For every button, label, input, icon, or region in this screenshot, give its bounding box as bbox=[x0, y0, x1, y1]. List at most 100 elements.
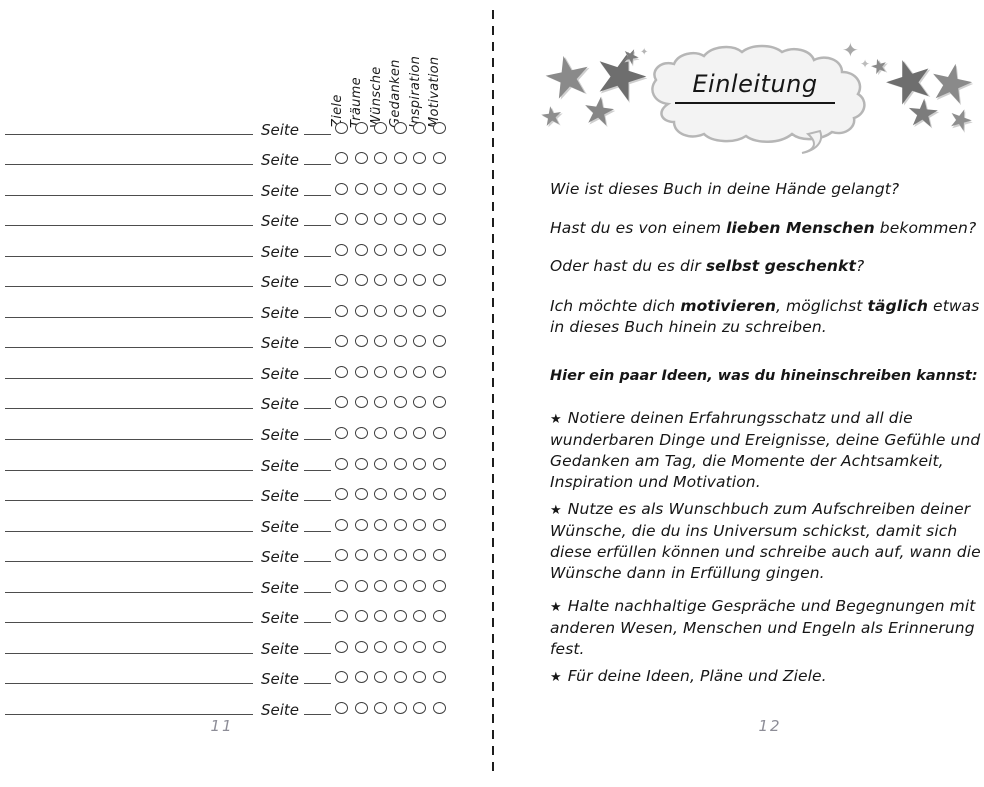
category-circle bbox=[354, 701, 368, 714]
category-circle bbox=[413, 579, 427, 592]
category-circle bbox=[413, 701, 427, 714]
category-circle bbox=[432, 427, 446, 440]
category-circle bbox=[413, 304, 427, 317]
category-circle bbox=[335, 304, 349, 317]
index-row: Seite bbox=[0, 287, 460, 322]
category-circle bbox=[354, 121, 368, 134]
category-circles bbox=[335, 671, 446, 684]
category-circles bbox=[335, 274, 446, 287]
category-circle bbox=[393, 701, 407, 714]
index-row: Seite bbox=[0, 440, 460, 475]
idea-bullet: ★ Für deine Ideen, Pläne und Ziele. bbox=[550, 666, 984, 688]
intro-paragraph: Oder hast du es dir selbst geschenkt? bbox=[550, 256, 984, 277]
page-number-blank bbox=[304, 286, 332, 288]
star-bullet-icon: ★ bbox=[550, 502, 562, 518]
category-circle bbox=[432, 274, 446, 287]
category-circle bbox=[432, 213, 446, 226]
category-circle bbox=[374, 274, 388, 287]
category-circle bbox=[413, 274, 427, 287]
idea-bullet: ★ Notiere deinen Erfahrungsschatz und all… bbox=[550, 408, 984, 493]
page-number-blank bbox=[304, 225, 332, 227]
category-circle bbox=[374, 213, 388, 226]
page-number-blank bbox=[304, 561, 332, 563]
seite-label: Seite bbox=[261, 364, 300, 383]
category-circles bbox=[335, 335, 446, 348]
page-number-blank bbox=[304, 133, 332, 135]
category-circle bbox=[374, 243, 388, 256]
index-row: Seite bbox=[0, 501, 460, 536]
category-circle bbox=[393, 610, 407, 623]
category-circles bbox=[335, 457, 446, 470]
category-circle bbox=[393, 640, 407, 653]
category-circle bbox=[432, 121, 446, 134]
body-text: Hast du es von einem bbox=[550, 218, 727, 237]
category-circle bbox=[374, 365, 388, 378]
category-circle bbox=[354, 213, 368, 226]
category-circle bbox=[354, 274, 368, 287]
category-circles bbox=[335, 396, 446, 409]
emphasized-text: motivieren bbox=[680, 296, 776, 315]
page-number-blank bbox=[304, 591, 332, 593]
page-number-blank bbox=[304, 377, 332, 379]
category-circle bbox=[335, 488, 349, 501]
category-circle bbox=[354, 610, 368, 623]
category-circle bbox=[413, 488, 427, 501]
category-circles bbox=[335, 610, 446, 623]
category-circle bbox=[335, 335, 349, 348]
entry-write-line bbox=[5, 286, 253, 288]
category-circle bbox=[413, 549, 427, 562]
body-text: ? bbox=[855, 256, 865, 275]
category-circle bbox=[335, 121, 349, 134]
entry-write-line bbox=[5, 683, 253, 685]
category-circle bbox=[432, 243, 446, 256]
title-header: ★ ★ ★ ★ ★ ✦ Einleitung ✦ ✦ ★ ★ ★ ★ ★ bbox=[530, 0, 984, 160]
category-circle bbox=[413, 396, 427, 409]
category-circle bbox=[354, 549, 368, 562]
page-number-blank bbox=[304, 652, 332, 654]
page-number-blank bbox=[304, 408, 332, 410]
page-number-right: 12 bbox=[758, 717, 782, 735]
seite-label: Seite bbox=[261, 273, 300, 292]
seite-label: Seite bbox=[261, 670, 300, 689]
index-row: Seite bbox=[0, 471, 460, 506]
entry-write-line bbox=[5, 561, 253, 563]
entry-write-line bbox=[5, 622, 253, 624]
category-circle bbox=[374, 549, 388, 562]
category-circle bbox=[335, 152, 349, 165]
emphasized-text: selbst geschenkt bbox=[705, 256, 856, 275]
category-circle bbox=[413, 243, 427, 256]
entry-write-line bbox=[5, 133, 253, 135]
star-icon: ★ bbox=[579, 86, 619, 136]
category-circle bbox=[393, 304, 407, 317]
seite-label: Seite bbox=[261, 212, 300, 231]
category-circle bbox=[393, 335, 407, 348]
category-circle bbox=[354, 671, 368, 684]
category-circle bbox=[413, 213, 427, 226]
seite-label: Seite bbox=[261, 578, 300, 597]
index-row: Seite bbox=[0, 409, 460, 444]
chapter-title: Einleitung bbox=[692, 70, 818, 98]
entry-write-line bbox=[5, 500, 253, 502]
page-number-blank bbox=[304, 713, 332, 715]
page-number-blank bbox=[304, 683, 332, 685]
category-circle bbox=[393, 488, 407, 501]
category-circle bbox=[393, 671, 407, 684]
seite-label: Seite bbox=[261, 487, 300, 506]
sparkle-icon: ✦ bbox=[842, 38, 859, 62]
seite-label: Seite bbox=[261, 151, 300, 170]
category-circle bbox=[354, 579, 368, 592]
entry-write-line bbox=[5, 652, 253, 654]
category-circle bbox=[374, 152, 388, 165]
intro-paragraph: Ich möchte dich motivieren, möglichst tä… bbox=[550, 296, 984, 338]
index-row: Seite bbox=[0, 379, 460, 413]
category-circle bbox=[413, 182, 427, 195]
star-icon: ★ bbox=[538, 100, 566, 134]
category-circles bbox=[335, 579, 446, 592]
entry-write-line bbox=[5, 316, 253, 318]
index-row: Seite bbox=[0, 226, 460, 261]
page-number-blank bbox=[304, 500, 332, 502]
index-page: Ziele Träume Wünsche Gedanken Inspiration Mot… bbox=[0, 0, 460, 787]
category-circle bbox=[413, 121, 427, 134]
chapter-title-underline: Einleitung bbox=[675, 70, 835, 104]
category-circles bbox=[335, 427, 446, 440]
